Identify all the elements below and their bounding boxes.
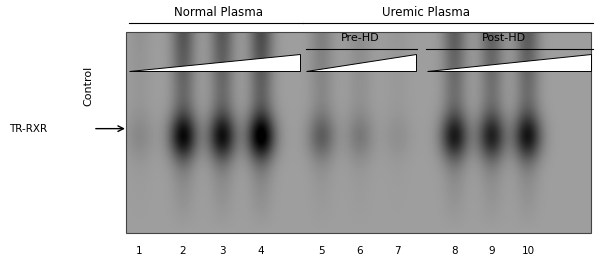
Bar — [126, 32, 591, 233]
Polygon shape — [427, 54, 591, 71]
Text: 8: 8 — [451, 245, 458, 256]
Text: Pre-HD: Pre-HD — [341, 33, 379, 43]
Text: Post-HD: Post-HD — [482, 33, 526, 43]
Text: 2: 2 — [179, 245, 187, 256]
Text: Control: Control — [84, 66, 94, 106]
Text: TR-RXR: TR-RXR — [9, 124, 47, 134]
Polygon shape — [306, 54, 416, 71]
Text: 5: 5 — [318, 245, 325, 256]
Text: 1: 1 — [136, 245, 143, 256]
Text: 4: 4 — [257, 245, 265, 256]
Text: 6: 6 — [356, 245, 364, 256]
Text: Uremic Plasma: Uremic Plasma — [382, 6, 470, 18]
Text: 9: 9 — [488, 245, 496, 256]
Text: Normal Plasma: Normal Plasma — [175, 6, 263, 18]
Text: 7: 7 — [394, 245, 401, 256]
Text: 3: 3 — [218, 245, 226, 256]
Polygon shape — [129, 54, 300, 71]
Text: 10: 10 — [521, 245, 535, 256]
